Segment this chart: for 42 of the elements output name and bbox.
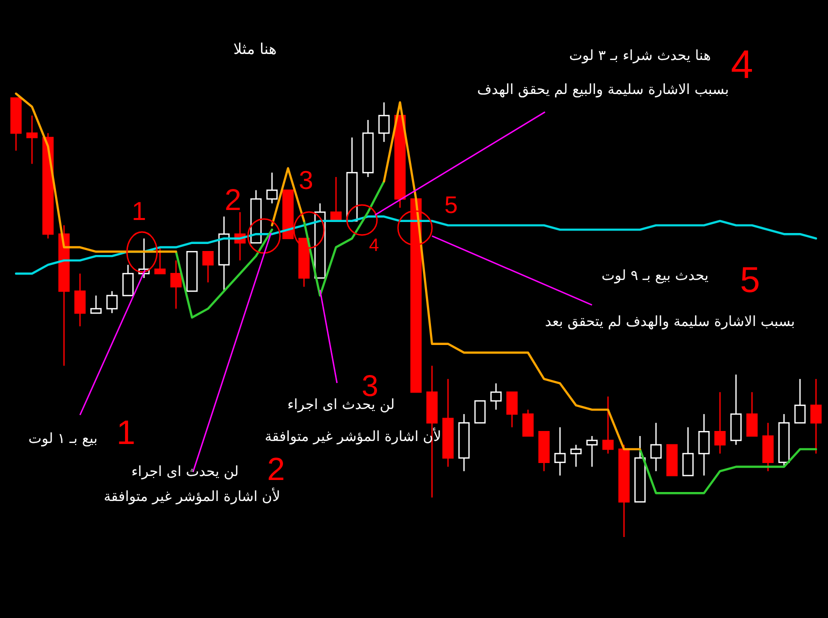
- annotation: 2: [267, 451, 285, 487]
- annotation: لن يحدث اى اجراء: [131, 464, 239, 480]
- candlestick: [106, 290, 118, 314]
- candlestick: [202, 251, 214, 284]
- candlestick: [122, 264, 134, 296]
- candlestick: [266, 172, 278, 204]
- text: 4: [730, 43, 754, 87]
- candlestick: [586, 435, 598, 468]
- candlestick: [810, 378, 822, 454]
- text: هنا مثلا: [233, 40, 277, 58]
- candlestick: [378, 102, 390, 143]
- candlestick: [90, 294, 102, 314]
- annotation: 1: [116, 414, 136, 452]
- candlestick: [490, 382, 502, 410]
- annotation: لأن اشارة المؤشر غير متوافقة: [104, 487, 280, 505]
- annotation: بسبب الاشارة سليمة والهدف لم يتحقق بعد: [545, 314, 795, 330]
- candlestick: [74, 272, 86, 327]
- candlestick: [650, 422, 662, 472]
- candlestick: [698, 413, 710, 476]
- candlestick: [794, 378, 806, 424]
- candlestick: [570, 444, 582, 468]
- annotation: 5: [444, 192, 458, 219]
- annotation: بسبب الاشارة سليمة والبيع لم يحقق الهدف: [477, 82, 729, 98]
- candlestick: [26, 114, 38, 164]
- annotation: 2: [224, 184, 242, 217]
- text: هنا يحدث شراء بـ ٣ لوت: [569, 48, 711, 64]
- candlestick: [746, 391, 758, 437]
- candlestick: [170, 260, 182, 310]
- annotation: 1: [132, 196, 146, 226]
- annotation: بيع بـ ١ لوت: [28, 431, 98, 447]
- annotation: 3: [298, 165, 314, 195]
- candlestick: [506, 391, 518, 428]
- annotation: 5: [740, 259, 760, 300]
- annotation: 4: [368, 235, 380, 255]
- annotation: يحدث بيع بـ ٩ لوت: [601, 268, 709, 284]
- candlestick: [474, 400, 486, 424]
- candlestick: [554, 426, 566, 476]
- candlestick: [602, 396, 614, 454]
- candlestick: [522, 409, 534, 437]
- candlestick: [682, 426, 694, 476]
- candlestick: [714, 391, 726, 454]
- candlestick: [154, 246, 166, 274]
